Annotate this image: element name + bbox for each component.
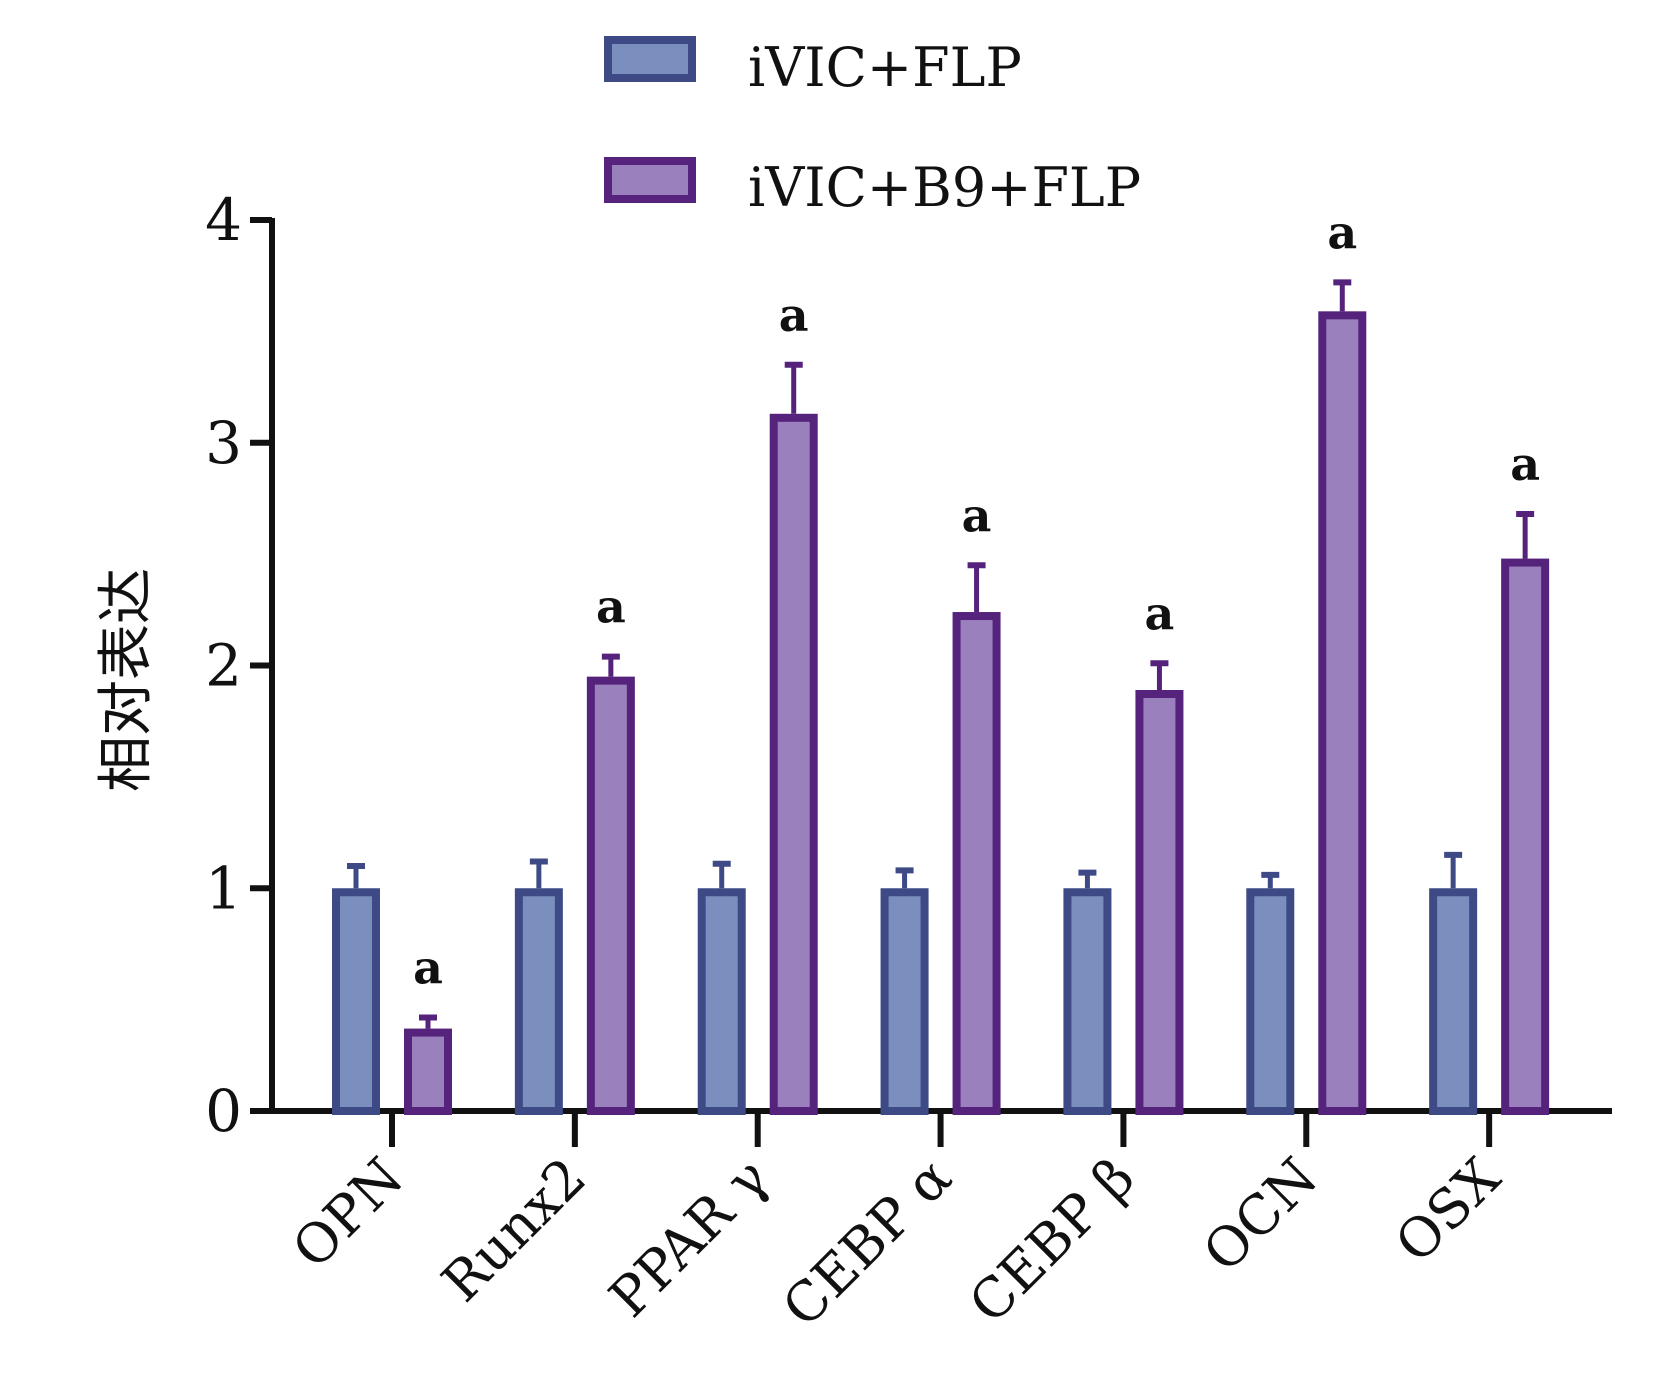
bar-ivic-flp xyxy=(697,888,746,1115)
bar-ivic-b9-flp xyxy=(1318,311,1367,1115)
y-tick-label: 4 xyxy=(205,186,242,254)
bar-ivic-flp xyxy=(1063,888,1112,1115)
bar-ivic-b9-flp xyxy=(404,1028,452,1116)
legend-swatch-ivic-flp xyxy=(604,36,696,82)
x-tick-label: CEBP β xyxy=(957,1146,1147,1336)
legend-label-ivic-flp: iVIC+FLP xyxy=(748,36,1022,99)
y-tick-label: 3 xyxy=(205,409,242,477)
y-tick-label: 0 xyxy=(205,1077,242,1145)
significance-label: a xyxy=(962,488,992,542)
significance-label: a xyxy=(413,940,443,994)
significance-label: a xyxy=(1510,437,1540,491)
x-tick-label: CEBP α xyxy=(770,1146,963,1339)
bar-ivic-flp xyxy=(332,888,380,1115)
legend-swatch-ivic-b9-flp xyxy=(604,157,696,203)
x-tick-label: OSX xyxy=(1383,1145,1513,1275)
legend-label-ivic-b9-flp: iVIC+B9+FLP xyxy=(748,156,1141,219)
y-tick-label: 2 xyxy=(205,632,242,700)
bar-ivic-b9-flp xyxy=(769,413,818,1116)
significance-label: a xyxy=(1145,586,1175,640)
bar-ivic-b9-flp xyxy=(586,676,635,1115)
bar-ivic-flp xyxy=(1429,888,1478,1115)
bar-ivic-b9-flp xyxy=(1501,558,1550,1115)
x-tick-label: OPN xyxy=(280,1146,415,1281)
x-tick-label: PPAR γ xyxy=(597,1146,781,1330)
significance-label: a xyxy=(779,288,809,342)
bar-ivic-b9-flp xyxy=(952,612,1001,1115)
y-tick-label: 1 xyxy=(205,854,242,922)
bar-ivic-flp xyxy=(1246,888,1295,1115)
legend: iVIC+FLP iVIC+B9+FLP xyxy=(604,36,1141,219)
x-tick-label: OCN xyxy=(1191,1146,1329,1284)
y-axis-label: 相对表达 xyxy=(94,568,159,792)
bar-ivic-b9-flp xyxy=(1135,690,1184,1115)
significance-label: a xyxy=(596,580,626,634)
x-tick-label: Runx2 xyxy=(430,1146,598,1314)
bar-ivic-flp xyxy=(514,888,563,1115)
significance-label: a xyxy=(1327,205,1357,259)
bar-ivic-flp xyxy=(880,888,929,1115)
